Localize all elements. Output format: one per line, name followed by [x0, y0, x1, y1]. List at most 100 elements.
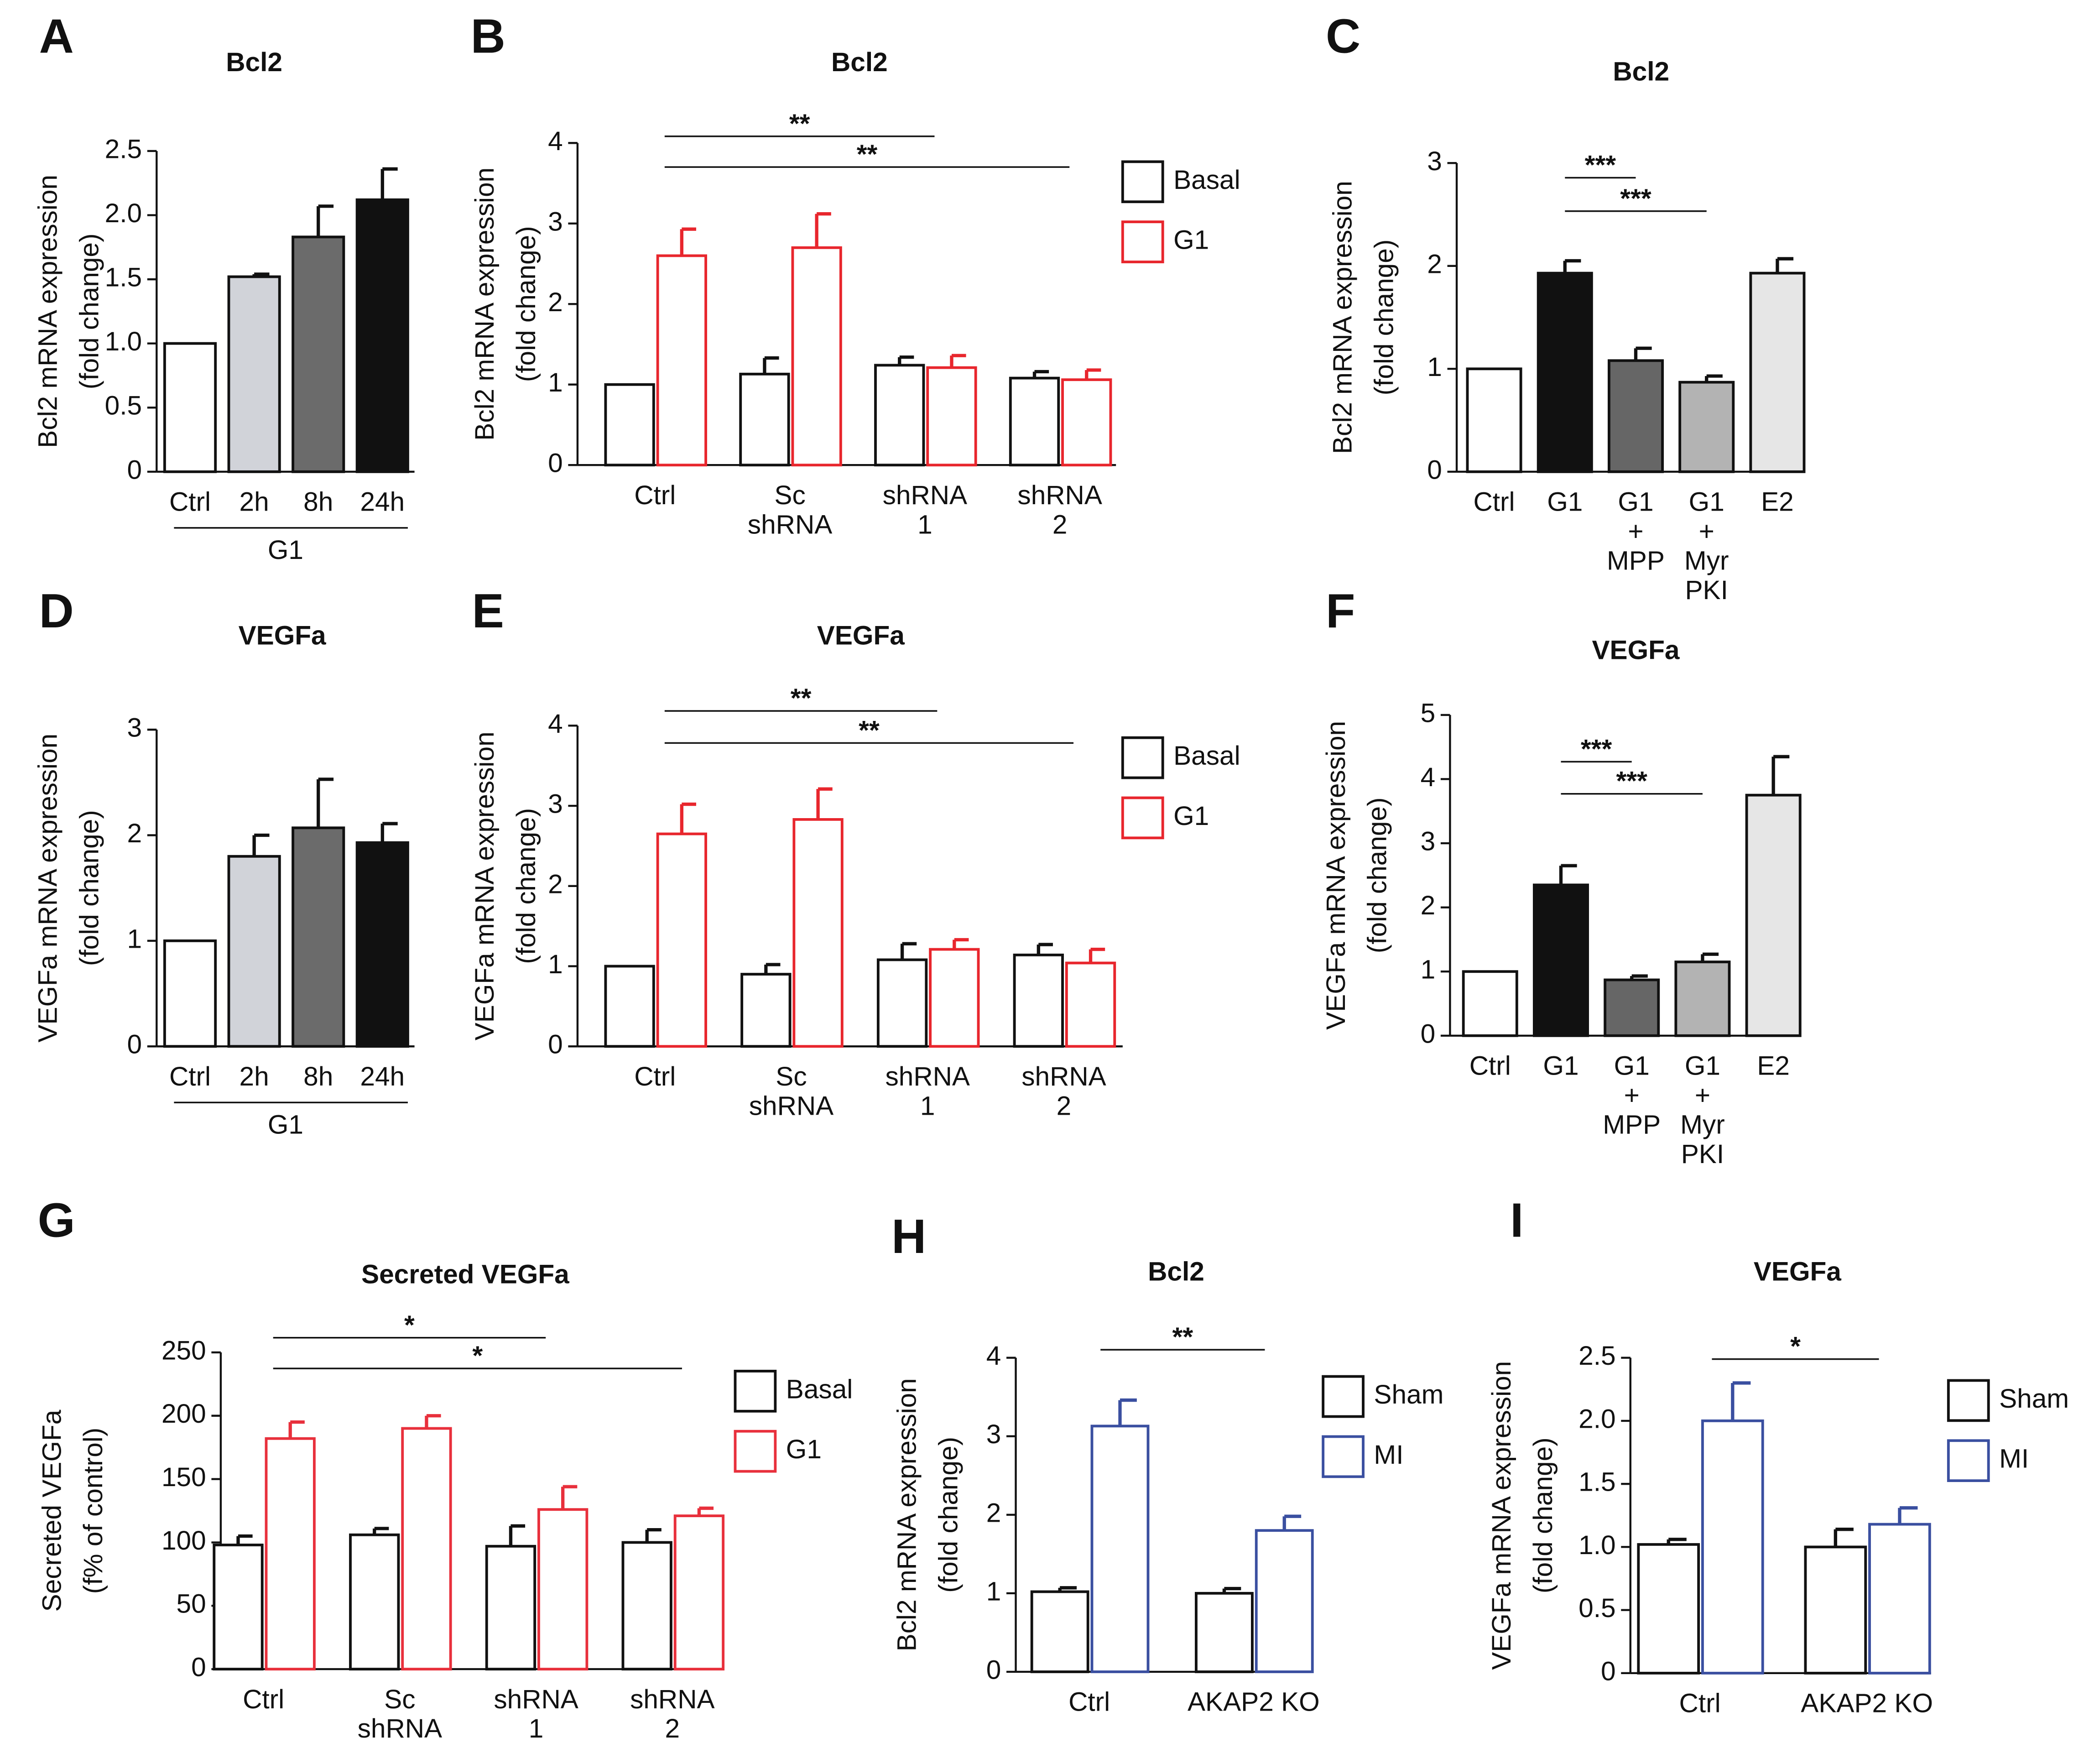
bar	[1065, 961, 1116, 1048]
y-tick-label: 2	[986, 1498, 1001, 1528]
error-bar	[1630, 974, 1648, 980]
bar	[1537, 271, 1593, 473]
bar	[739, 372, 790, 467]
bar	[740, 973, 792, 1048]
y-tick-label: 1	[1427, 352, 1442, 382]
error-bar	[763, 356, 779, 374]
error-bar	[380, 822, 398, 843]
x-tick-label: MPP	[1607, 546, 1665, 575]
legend-label: G1	[1173, 225, 1209, 255]
error-bar	[1032, 370, 1049, 378]
chart-title: VEGFa	[817, 621, 905, 651]
y-tick-label: 2.5	[1578, 1341, 1615, 1371]
error-bar	[1282, 1514, 1302, 1531]
x-tick-label: Ctrl	[1679, 1689, 1721, 1718]
bar	[1745, 793, 1802, 1037]
bar	[876, 958, 928, 1048]
x-tick-label: Sc	[774, 480, 805, 510]
x-tick-label: 1	[920, 1091, 935, 1121]
legend-label: Basal	[1173, 165, 1240, 195]
bar	[621, 1541, 672, 1670]
error-bar	[680, 227, 696, 256]
bar	[1061, 378, 1112, 467]
bar	[1194, 1592, 1254, 1673]
x-tick-label: G1	[1547, 487, 1583, 517]
bar	[1255, 1529, 1314, 1673]
y-axis-label: VEGFa mRNA expression	[1321, 721, 1351, 1030]
panel-letter: H	[891, 1210, 926, 1263]
error-bar	[288, 1420, 305, 1439]
x-tick-label: Ctrl	[169, 487, 211, 517]
error-bar	[764, 963, 781, 975]
bar	[227, 275, 281, 473]
y-tick-label: 100	[161, 1526, 206, 1555]
error-bar	[1037, 943, 1053, 955]
x-tick-label: 2h	[240, 1062, 269, 1091]
bar	[1804, 1545, 1867, 1675]
x-tick-label: +	[1628, 517, 1643, 546]
bar	[1462, 970, 1518, 1037]
x-tick-label: Myr	[1680, 1110, 1725, 1139]
x-tick-label: G1	[1614, 1051, 1650, 1081]
legend-label: MI	[1999, 1444, 2029, 1474]
error-bar	[815, 212, 831, 248]
y-tick-label: 0	[548, 449, 563, 478]
bar	[1013, 953, 1064, 1048]
x-tick-label: +	[1624, 1080, 1640, 1110]
bar	[1604, 978, 1660, 1037]
x-tick-label: G1	[1685, 1051, 1720, 1081]
y-axis-label: (fold change)	[74, 810, 104, 966]
error-bar	[252, 833, 270, 856]
significance-label: **	[789, 109, 810, 139]
chart-title: VEGFa	[1754, 1257, 1841, 1287]
x-tick-label: 8h	[303, 487, 333, 517]
y-tick-label: 2	[548, 869, 563, 899]
legend-swatch	[734, 1370, 777, 1413]
bar	[265, 1437, 316, 1670]
group-label: G1	[268, 1110, 303, 1139]
y-tick-label: 0	[986, 1655, 1001, 1685]
x-tick-label: shRNA	[358, 1714, 443, 1743]
x-tick-label: 2h	[240, 487, 269, 517]
legend-label: MI	[1374, 1440, 1403, 1470]
x-tick-label: G1	[1618, 487, 1653, 517]
bar	[1532, 883, 1589, 1037]
bar	[604, 965, 655, 1048]
y-axis-label: (fold change)	[1369, 240, 1399, 396]
x-tick-label: 24h	[360, 487, 405, 517]
error-bar	[1085, 368, 1101, 380]
bar	[1637, 1543, 1700, 1675]
y-tick-label: 4	[548, 709, 563, 739]
x-tick-label: AKAP2 KO	[1188, 1687, 1320, 1717]
panel: F VEGFa VEGFa mRNA expression (fold change)…	[1321, 585, 1802, 1169]
y-tick-label: 2	[548, 287, 563, 317]
y-tick-label: 4	[548, 126, 563, 156]
error-bar	[900, 942, 917, 960]
bar	[1674, 960, 1731, 1037]
x-tick-label: 1	[917, 510, 932, 539]
error-bar	[561, 1485, 578, 1510]
bar	[349, 1533, 400, 1670]
panel: C Bcl2 Bcl2 mRNA expression (fold change) 0 1…	[1326, 10, 1806, 605]
error-bar	[1705, 374, 1723, 382]
panel-letter: B	[471, 10, 505, 63]
y-tick-label: 1.0	[105, 327, 142, 356]
x-tick-label: E2	[1761, 487, 1794, 517]
y-tick-label: 200	[161, 1399, 206, 1429]
bar	[1701, 1419, 1764, 1675]
error-bar	[950, 354, 966, 368]
x-tick-label: +	[1695, 1080, 1710, 1110]
error-bar	[425, 1414, 441, 1429]
error-bar	[252, 272, 270, 277]
x-tick-label: PKI	[1685, 575, 1728, 605]
y-tick-label: 0	[1601, 1656, 1616, 1686]
error-bar	[317, 204, 334, 237]
x-tick-label: Ctrl	[634, 1062, 676, 1091]
chart-title: VEGFa	[239, 621, 326, 651]
y-tick-label: 1.5	[105, 263, 142, 292]
y-tick-label: 0	[191, 1653, 206, 1682]
error-bar	[697, 1506, 714, 1516]
error-bar	[898, 355, 914, 365]
error-bar	[1089, 947, 1105, 963]
significance-label: *	[472, 1341, 483, 1371]
